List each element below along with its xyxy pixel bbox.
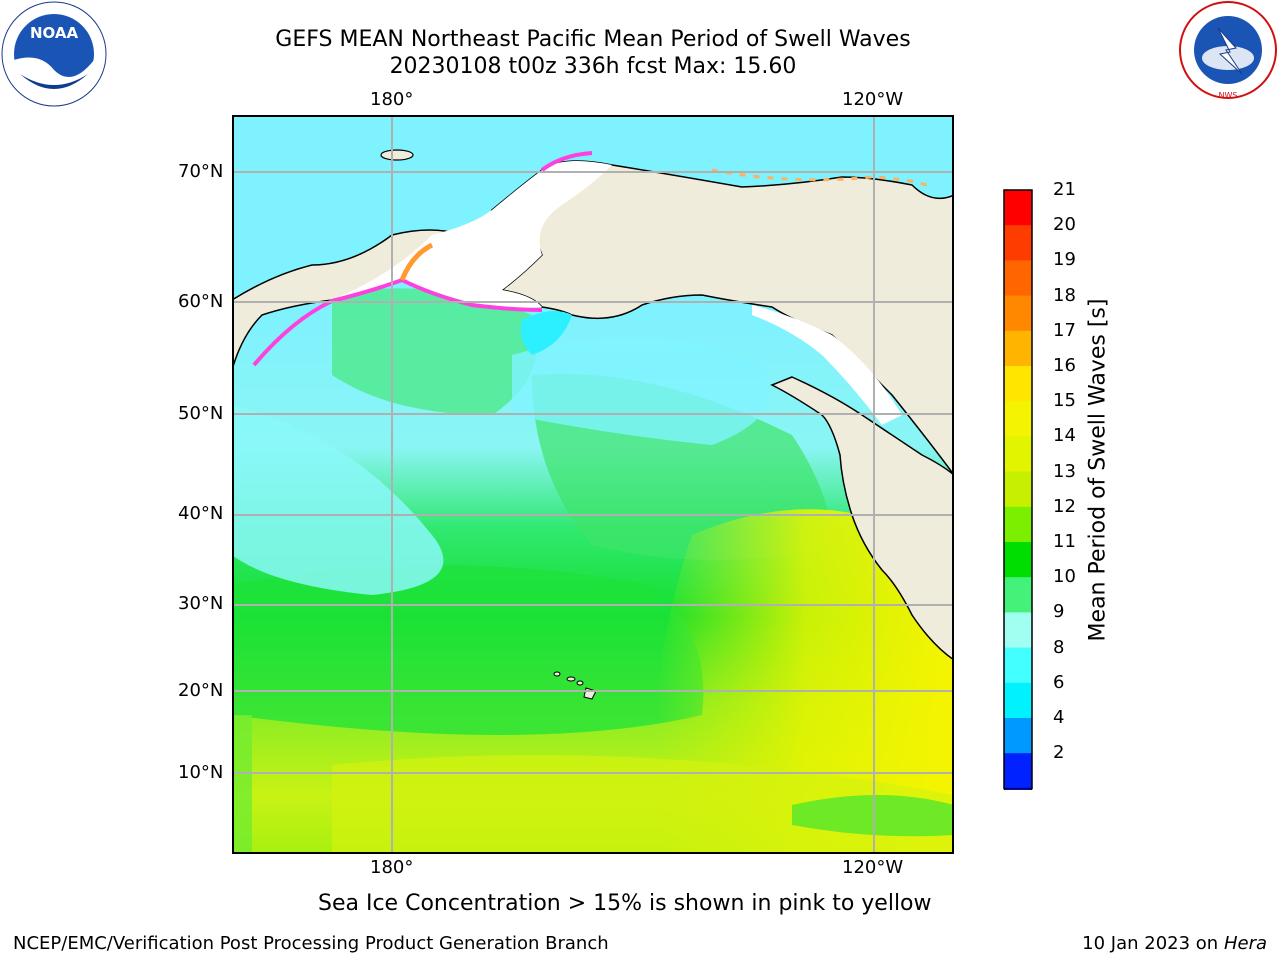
ice-region-bering — [332, 161, 612, 309]
colorbar-tick-label: 6 — [1053, 671, 1065, 693]
colorbar-label: Mean Period of Swell Waves [s] — [1085, 298, 1111, 642]
swell-zone-10s-north — [332, 288, 537, 415]
lat-label-50n: 50°N — [178, 403, 224, 424]
colorbar-tick-label: 18 — [1053, 284, 1076, 306]
colorbar-swatch — [1004, 330, 1032, 367]
footer-date: 10 Jan 2023 on Hera — [1082, 933, 1267, 954]
lon-label-bottom-120w: 120°W — [842, 857, 904, 878]
colorbar-tick-label: 15 — [1053, 390, 1076, 412]
swell-zone-8s-gulf — [512, 337, 771, 445]
colorbar-tick-label: 20 — [1053, 214, 1076, 236]
colorbar-swatch — [1004, 225, 1032, 261]
coastal-gap-gulf — [752, 305, 902, 425]
hawaiian-islands — [553, 671, 597, 700]
lon-label-bottom-180: 180° — [370, 857, 414, 878]
colorbar-tick-label: 19 — [1053, 249, 1076, 271]
colorbar-swatch — [1004, 260, 1032, 297]
swell-zone-11s — [232, 565, 704, 735]
chart-title: GEFS MEAN Northeast Pacific Mean Period … — [275, 27, 911, 52]
colorbar-swatch — [1004, 436, 1032, 473]
lat-label-60n: 60°N — [178, 291, 224, 312]
nws-logo: NWS — [1178, 0, 1278, 104]
colorbar-swatch — [1004, 401, 1032, 437]
sea-ice-edge-south — [252, 277, 543, 367]
colorbar-swatch — [1004, 190, 1032, 226]
sea-ice-edge-orange — [399, 242, 434, 281]
lon-label-top-180: 180° — [370, 89, 414, 110]
colorbar-swatch — [1004, 542, 1032, 578]
lat-label-70n: 70°N — [178, 161, 224, 182]
island-wrangel — [380, 149, 414, 161]
colorbar-swatch — [1004, 577, 1032, 613]
map-panel — [232, 115, 954, 854]
colorbar-swatch — [1004, 506, 1032, 543]
sea-ice-edge-arctic — [711, 168, 933, 189]
lon-label-top-120w: 120°W — [842, 89, 904, 110]
lat-label-10n: 10°N — [178, 762, 224, 783]
colorbar-tick-label: 17 — [1053, 319, 1076, 341]
colorbar-swatch — [1004, 366, 1032, 402]
swell-zone-8s-west — [232, 405, 444, 595]
colorbar-swatch — [1004, 718, 1032, 754]
colorbar-swatches — [1003, 189, 1033, 819]
colorbar-tick-label: 9 — [1053, 601, 1065, 623]
colorbar-tick-label: 8 — [1053, 636, 1065, 658]
footer-credit: NCEP/EMC/Verification Post Processing Pr… — [13, 933, 609, 954]
graticule — [232, 115, 954, 854]
colorbar-swatch — [1004, 612, 1032, 649]
colorbar-swatch — [1004, 682, 1032, 719]
colorbar-tick-label: 14 — [1053, 425, 1076, 447]
colorbar-tick-label: 21 — [1053, 179, 1076, 200]
colorbar-tick-label: 2 — [1053, 742, 1065, 764]
sea-ice-edge-north — [540, 151, 593, 172]
map-frame — [232, 115, 954, 854]
colorbar — [990, 180, 1050, 819]
colorbar-swatch — [1004, 295, 1032, 332]
lat-label-40n: 40°N — [178, 503, 224, 524]
swell-zone-coastal — [232, 715, 252, 854]
footer-date-text: 10 Jan 2023 on — [1082, 933, 1224, 954]
swell-period-map — [232, 115, 954, 854]
colorbar-swatch — [1004, 753, 1032, 789]
footer-host: Hera — [1223, 933, 1267, 954]
nws-logo-text: NWS — [1219, 91, 1238, 100]
sea-ice-note: Sea Ice Concentration > 15% is shown in … — [318, 891, 932, 916]
lat-label-20n: 20°N — [178, 680, 224, 701]
colorbar-tick-label: 12 — [1053, 495, 1076, 517]
colorbar-tick-label: 4 — [1053, 707, 1065, 728]
colorbar-tick-label: 11 — [1053, 531, 1076, 552]
noaa-logo-text: NOAA — [30, 24, 79, 42]
chart-subtitle: 20230108 t00z 336h fcst Max: 15.60 — [389, 54, 797, 79]
lat-label-30n: 30°N — [178, 593, 224, 614]
swell-zone-13s-south — [332, 755, 954, 854]
colorbar-swatch — [1004, 471, 1032, 508]
colorbar-swatch — [1004, 647, 1032, 684]
colorbar-extend-triangle — [1003, 787, 1033, 818]
land-west-coast — [770, 376, 954, 661]
colorbar-tick-label: 16 — [1053, 355, 1076, 376]
colorbar-tick-label: 13 — [1053, 460, 1076, 482]
noaa-logo: NOAA — [0, 0, 108, 112]
swell-zone-6s-inlet — [520, 311, 572, 355]
colorbar-tick-label: 10 — [1053, 566, 1076, 588]
